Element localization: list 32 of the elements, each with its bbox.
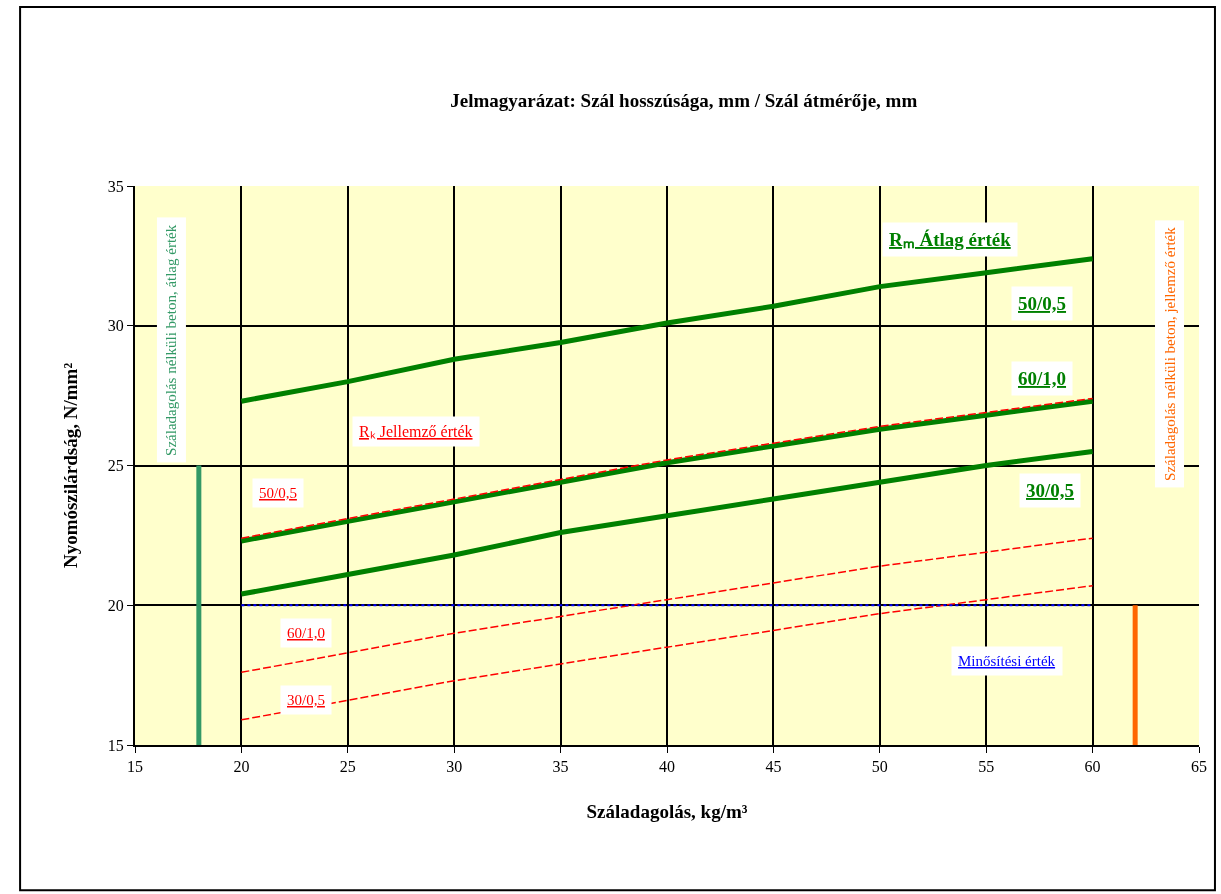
y-tick-label: 20: [107, 596, 124, 614]
series-label: 60/1,0: [1018, 368, 1067, 389]
x-tick-label: 30: [446, 758, 463, 776]
series-label: 60/1,0: [287, 625, 325, 641]
x-tick-label: 40: [659, 758, 675, 776]
series-label: 50/0,5: [1018, 293, 1067, 314]
annotation: Rₘ Átlag érték: [889, 229, 1012, 250]
x-tick-label: 60: [1084, 758, 1101, 776]
x-tick-label: 35: [552, 758, 569, 776]
x-tick-label: 20: [233, 758, 250, 776]
text: Száladagolás nélküli beton, átlag érték: [163, 224, 180, 456]
annotation: Rₖ Jellemző érték: [359, 423, 473, 440]
x-tick-label: 50: [871, 758, 888, 776]
series-label: 30/0,5: [1026, 480, 1075, 501]
x-tick-label: 25: [339, 758, 356, 776]
line-series: [240, 584, 1094, 721]
line-series: [240, 537, 1094, 674]
series-label: 50/0,5: [259, 485, 297, 501]
y-tick-label: 25: [107, 457, 124, 475]
text: Száladagolás nélküli beton, jellemző érték: [1161, 226, 1178, 481]
y-tick-label: 15: [107, 736, 124, 754]
y-tick-label: 35: [107, 177, 124, 195]
x-tick-label: 65: [1191, 758, 1207, 776]
x-tick-label: 15: [127, 758, 143, 776]
series-label: 30/0,5: [287, 692, 325, 708]
text: Minősítési érték: [958, 653, 1056, 669]
chart-title: Jelmagyarázat: Szál hosszúsága, mm / Szál átmérője, mm: [450, 89, 918, 111]
x-tick-label: 55: [978, 758, 995, 776]
x-axis-title: Száladagolás, kg/m³: [586, 800, 748, 822]
x-tick-label: 45: [765, 758, 782, 776]
y-axis-title: Nyomószilárdság, N/mm²: [60, 362, 82, 569]
y-tick-label: 30: [107, 317, 124, 335]
